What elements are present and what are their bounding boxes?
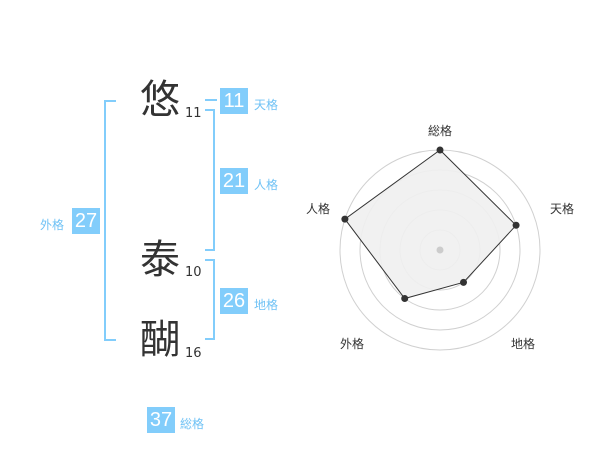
chikaku-value: 26	[220, 288, 248, 314]
name-char-3-strokes: 16	[185, 346, 202, 361]
gaikaku-label: 外格	[40, 218, 65, 232]
radar-center-dot	[436, 246, 444, 254]
jinkaku-value: 21	[220, 168, 248, 194]
radar-polygon	[344, 149, 517, 300]
axis-label-gaikaku: 外格	[340, 337, 365, 351]
radar-point-3	[401, 295, 409, 303]
axis-label-chikaku: 地格	[511, 337, 536, 351]
name-char-1-strokes: 11	[185, 106, 202, 121]
radar-point-2	[460, 278, 468, 286]
jinkaku-label: 人格	[254, 178, 279, 192]
chikaku-label: 地格	[254, 298, 279, 312]
soukaku-label: 総格	[180, 417, 205, 431]
soukaku-value: 37	[147, 407, 175, 433]
gaikaku-value: 27	[72, 208, 100, 234]
radar-point-4	[341, 215, 349, 223]
name-char-2-strokes: 10	[185, 265, 202, 280]
axis-label-jinkaku: 人格	[306, 202, 331, 216]
tenkaku-value: 11	[220, 88, 248, 114]
axis-label-tenkaku: 天格	[550, 202, 575, 216]
gaikaku-bracket	[104, 100, 116, 341]
jinkaku-bracket	[205, 109, 215, 251]
radar-point-0	[436, 146, 444, 154]
name-char-2: 泰	[140, 237, 180, 283]
tenkaku-label: 天格	[254, 98, 279, 112]
name-char-3: 醐	[140, 317, 180, 363]
name-char-1: 悠	[140, 77, 180, 123]
chikaku-bracket	[205, 259, 215, 340]
axis-label-soukaku: 総格	[428, 124, 453, 138]
tenkaku-bracket	[205, 99, 217, 101]
radar-point-1	[512, 221, 520, 229]
